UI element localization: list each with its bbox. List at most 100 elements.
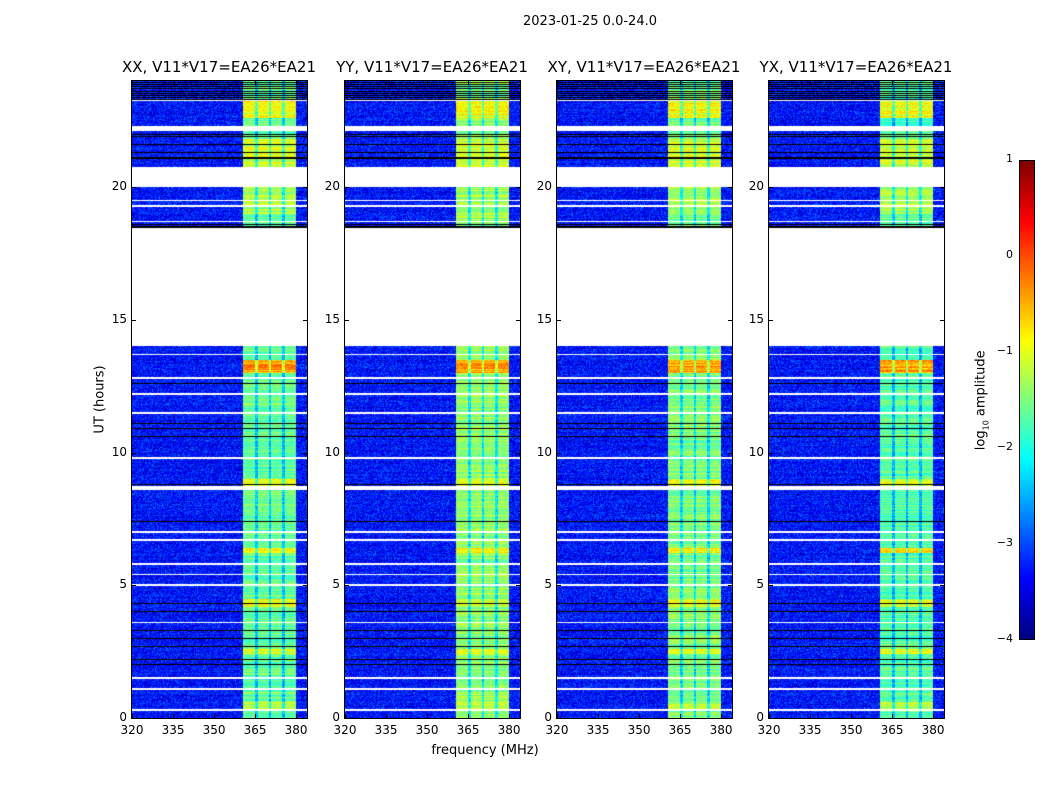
y-tick-label: 15 [324, 311, 340, 326]
x-tick-label: 335 [586, 723, 610, 737]
x-tick-mark [892, 714, 894, 719]
y-tick-mark [556, 718, 561, 719]
x-tick-mark [132, 714, 133, 719]
x-tick-mark [851, 80, 853, 85]
y-tick-mark [303, 718, 308, 719]
x-tick-label: 380 [921, 723, 945, 737]
y-tick-mark [131, 187, 136, 189]
x-tick-mark [892, 80, 894, 85]
x-tick-mark [851, 714, 853, 719]
y-tick-label: 15 [111, 311, 127, 326]
y-tick-mark [556, 585, 561, 587]
x-tick-mark [680, 714, 682, 719]
y-tick-mark [768, 585, 773, 587]
x-tick-label: 350 [415, 723, 439, 737]
heatmap-image [769, 81, 944, 718]
y-tick-label: 20 [748, 179, 764, 194]
x-tick-mark [427, 714, 429, 719]
heatmap-panel [131, 80, 308, 719]
y-tick-mark [131, 585, 136, 587]
x-tick-mark [598, 714, 600, 719]
y-tick-label: 20 [111, 179, 127, 194]
x-tick-mark [721, 714, 723, 719]
x-tick-mark [598, 80, 600, 85]
heatmap-panel [768, 80, 945, 719]
x-tick-label: 365 [243, 723, 267, 737]
y-tick-mark [344, 585, 349, 587]
x-tick-label: 380 [709, 723, 733, 737]
x-tick-mark [214, 80, 216, 85]
y-tick-label: 5 [332, 577, 340, 592]
y-tick-mark [728, 585, 733, 587]
y-tick-label: 10 [111, 444, 127, 459]
y-tick-label: 15 [536, 311, 552, 326]
colorbar-tick-label: −1 [996, 344, 1013, 357]
y-tick-mark [728, 718, 733, 719]
x-tick-mark [810, 80, 812, 85]
x-tick-mark [721, 80, 723, 85]
x-tick-mark [296, 80, 298, 85]
x-tick-mark [509, 80, 511, 85]
colorbar-label-sub: 10 [981, 420, 991, 431]
y-tick-label: 0 [756, 710, 764, 724]
y-tick-mark [344, 319, 349, 321]
y-tick-mark [556, 187, 561, 189]
y-tick-mark [728, 452, 733, 454]
y-tick-mark [940, 452, 945, 454]
colorbar-tick-label: −3 [996, 536, 1013, 549]
panel-title: XY, V11*V17=EA26*EA21 [547, 58, 741, 76]
x-tick-mark [132, 80, 133, 85]
colorbar-tick-label: 0 [1006, 248, 1013, 261]
y-tick-mark [516, 452, 521, 454]
colorbar-tick-label: −4 [996, 632, 1013, 645]
y-tick-label: 15 [748, 311, 764, 326]
y-tick-mark [768, 319, 773, 321]
x-tick-label: 320 [120, 723, 144, 737]
colorbar-tick-label: 1 [1006, 152, 1013, 165]
panel-title: XX, V11*V17=EA26*EA21 [121, 58, 316, 76]
y-tick-mark [516, 319, 521, 321]
x-tick-mark [173, 80, 175, 85]
x-tick-mark [173, 714, 175, 719]
x-tick-label: 320 [333, 723, 357, 737]
x-tick-mark [386, 714, 388, 719]
heatmap-panel [344, 80, 521, 719]
colorbar-tick-label: −2 [996, 440, 1013, 453]
x-tick-mark [769, 80, 770, 85]
y-tick-mark [768, 452, 773, 454]
y-tick-mark [728, 319, 733, 321]
y-tick-label: 5 [544, 577, 552, 592]
y-tick-mark [303, 187, 308, 189]
y-tick-mark [516, 718, 521, 719]
x-tick-label: 380 [284, 723, 308, 737]
x-tick-mark [255, 714, 257, 719]
heatmap-panel [556, 80, 733, 719]
x-tick-label: 365 [668, 723, 692, 737]
x-tick-mark [639, 80, 641, 85]
y-tick-mark [303, 585, 308, 587]
y-tick-mark [131, 319, 136, 321]
x-tick-mark [214, 714, 216, 719]
figure-title: 2023-01-25 0.0-24.0 [523, 14, 657, 29]
colorbar-label-suffix: amplitude [973, 350, 989, 421]
x-tick-label: 320 [757, 723, 781, 737]
x-tick-mark [468, 714, 470, 719]
y-tick-mark [516, 187, 521, 189]
y-tick-mark [768, 718, 773, 719]
y-tick-mark [940, 319, 945, 321]
x-tick-mark [509, 714, 511, 719]
x-tick-mark [933, 80, 935, 85]
y-tick-mark [556, 452, 561, 454]
heatmap-image [132, 81, 307, 718]
x-tick-mark [345, 714, 346, 719]
x-tick-mark [680, 80, 682, 85]
x-tick-label: 380 [497, 723, 521, 737]
y-tick-label: 0 [119, 710, 127, 724]
panel-title: YX, V11*V17=EA26*EA21 [759, 58, 953, 76]
colorbar-label-prefix: log [973, 430, 989, 451]
x-tick-mark [810, 714, 812, 719]
x-tick-mark [557, 80, 558, 85]
y-tick-mark [344, 452, 349, 454]
x-tick-label: 350 [627, 723, 651, 737]
y-axis-label: UT (hours) [92, 365, 108, 434]
